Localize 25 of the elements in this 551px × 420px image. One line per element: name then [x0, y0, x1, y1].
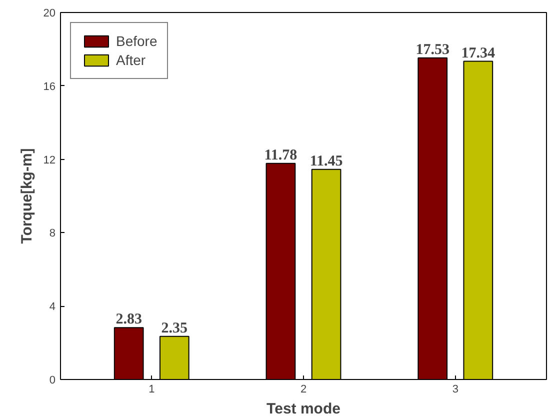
data-label: 17.53: [416, 42, 450, 58]
y-tick-label: 12: [43, 154, 56, 166]
y-tick-label: 20: [43, 8, 56, 20]
data-label: 2.83: [116, 312, 142, 328]
y-tick-label: 16: [43, 80, 56, 93]
x-axis-title: Test mode: [266, 400, 340, 418]
x-tick-label: 2: [300, 384, 307, 396]
data-label: 11.78: [264, 147, 298, 164]
data-label: 2.35: [161, 320, 188, 336]
y-tick-label: 0: [49, 374, 56, 386]
data-label: 17.34: [461, 45, 496, 62]
bar: [114, 327, 144, 380]
bar: [418, 57, 448, 380]
bar: [463, 60, 494, 380]
bar: [311, 168, 342, 380]
legend-label: After: [116, 52, 146, 68]
y-tick-label: 4: [49, 301, 56, 314]
x-tick-label: 1: [148, 384, 155, 396]
x-tick-label: 3: [452, 384, 458, 396]
bar: [266, 162, 296, 380]
y-axis-title: Torque[kg-m]: [18, 148, 36, 244]
y-tick-label: 8: [49, 228, 56, 240]
bar: [159, 336, 190, 380]
data-label: 11.45: [310, 153, 343, 170]
legend-label: Before: [116, 33, 158, 49]
